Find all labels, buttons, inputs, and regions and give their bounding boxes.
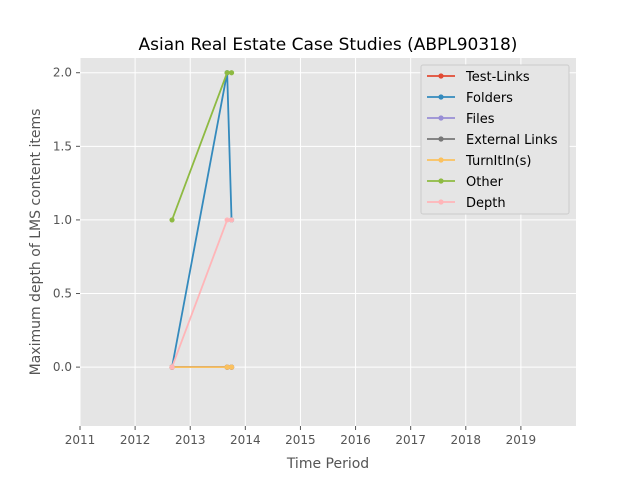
data-point-other xyxy=(224,70,230,76)
data-point-depth xyxy=(169,364,175,370)
data-point-turnitin-s xyxy=(228,364,235,370)
legend-label: Other xyxy=(466,175,504,190)
x-tick-label: 2015 xyxy=(285,433,316,447)
data-point-other xyxy=(228,70,235,76)
x-tick-label: 2017 xyxy=(395,433,426,447)
x-tick-label: 2011 xyxy=(65,433,96,447)
x-tick-label: 2016 xyxy=(340,433,371,447)
legend-label: TurnItIn(s) xyxy=(465,154,531,169)
x-tick-label: 2013 xyxy=(175,433,206,447)
legend-swatch-marker xyxy=(438,136,444,142)
x-tick-label: 2019 xyxy=(506,433,537,447)
legend-label: External Links xyxy=(466,133,558,148)
grid-lines xyxy=(79,58,576,426)
x-tick-label: 2012 xyxy=(120,433,151,447)
legend-swatch-marker xyxy=(438,178,444,184)
y-axis-ticks: 0.0 0.5 1.0 1.5 2.0 xyxy=(53,66,80,374)
legend-box xyxy=(420,64,570,215)
series-group xyxy=(169,70,235,370)
data-point-other xyxy=(169,217,175,223)
y-tick-label: 0.5 xyxy=(53,287,72,301)
legend-label: Test-Links xyxy=(465,70,530,85)
y-axis-label: Maximum depth of LMS content items xyxy=(28,109,44,376)
y-tick-label: 1.0 xyxy=(53,213,72,227)
legend-swatch-marker xyxy=(438,94,444,100)
data-point-depth xyxy=(228,217,235,223)
legend-label: Files xyxy=(466,112,495,127)
legend: Test-Links Folders Files External Links Turn… xyxy=(420,64,570,215)
x-tick-label: 2014 xyxy=(230,433,261,447)
data-point-depth xyxy=(224,217,230,223)
y-tick-label: 1.5 xyxy=(53,139,72,153)
x-axis-label: Time Period xyxy=(286,456,369,472)
series-depth xyxy=(169,217,235,370)
legend-swatch-marker xyxy=(438,115,444,121)
legend-label: Depth xyxy=(466,196,506,211)
legend-swatch-marker xyxy=(438,199,444,205)
series-other xyxy=(169,70,235,223)
data-point-turnitin-s xyxy=(224,364,230,370)
y-tick-label: 2.0 xyxy=(53,66,72,80)
y-tick-label: 0.0 xyxy=(53,360,72,374)
legend-label: Folders xyxy=(466,91,513,106)
legend-swatch-marker xyxy=(438,157,444,163)
legend-swatch-marker xyxy=(438,73,444,79)
x-tick-label: 2018 xyxy=(451,433,482,447)
x-axis-ticks: 2011 2012 2013 2014 2015 2016 2017 2018 2019 xyxy=(65,426,536,447)
chart-title: Asian Real Estate Case Studies (ABPL9031… xyxy=(139,35,518,55)
